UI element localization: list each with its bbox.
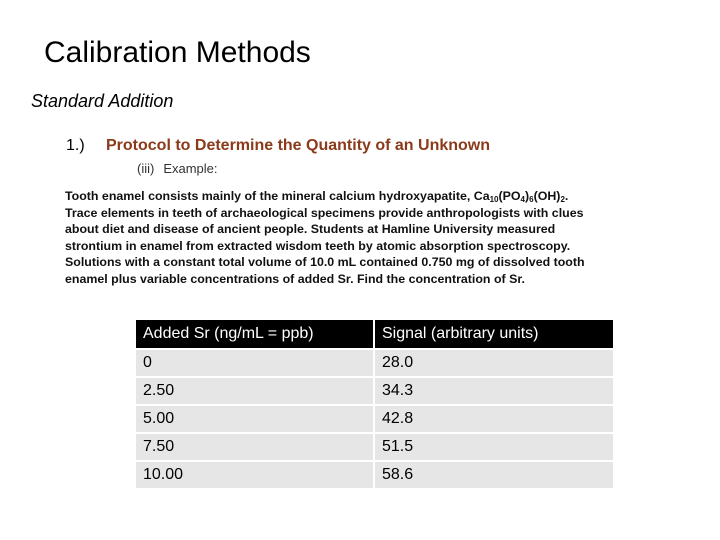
table-row: 7.50 51.5 xyxy=(134,432,615,462)
table-cell: 28.0 xyxy=(373,348,615,378)
column-header-added-sr: Added Sr (ng/mL = ppb) xyxy=(134,318,375,350)
text-run: . xyxy=(564,189,569,203)
subscript: 4 xyxy=(520,195,525,204)
table-cell: 0 xyxy=(134,348,375,378)
paragraph-line-2: Trace elements in teeth of archaeologica… xyxy=(65,205,584,220)
subscript: 6 xyxy=(529,195,534,204)
table-cell: 34.3 xyxy=(373,376,615,406)
text-run: (OH) xyxy=(533,189,561,203)
table-cell: 58.6 xyxy=(373,460,615,490)
table-row: 5.00 42.8 xyxy=(134,404,615,434)
paragraph-line-6: enamel plus variable concentrations of a… xyxy=(65,271,525,286)
table-cell: 51.5 xyxy=(373,432,615,462)
sub-item-number: (iii) xyxy=(137,161,155,176)
slide-subtitle: Standard Addition xyxy=(31,91,174,111)
table-cell: 42.8 xyxy=(373,404,615,434)
item-number: 1.) xyxy=(66,137,85,154)
subscript: 2 xyxy=(560,195,565,204)
table-cell: 2.50 xyxy=(134,376,375,406)
sub-item-label: Example: xyxy=(163,161,218,176)
data-table: Added Sr (ng/mL = ppb) Signal (arbitrary… xyxy=(134,318,615,490)
column-header-signal: Signal (arbitrary units) xyxy=(373,318,615,350)
subscript: 10 xyxy=(489,195,499,204)
text-run: (PO xyxy=(498,189,521,203)
table-header-row: Added Sr (ng/mL = ppb) Signal (arbitrary… xyxy=(134,318,615,350)
text-run: Tooth enamel consists mainly of the mine… xyxy=(65,189,490,203)
slide-title: Calibration Methods xyxy=(44,36,311,69)
table-cell: 10.00 xyxy=(134,460,375,490)
table-cell: 7.50 xyxy=(134,432,375,462)
example-paragraph: Tooth enamel consists mainly of the mine… xyxy=(65,188,665,288)
table-row: 2.50 34.3 xyxy=(134,376,615,406)
table-cell: 5.00 xyxy=(134,404,375,434)
text-run: ) xyxy=(525,189,530,203)
table-row: 10.00 58.6 xyxy=(134,460,615,490)
paragraph-line-4: strontium in enamel from extracted wisdo… xyxy=(65,238,571,253)
table-row: 0 28.0 xyxy=(134,348,615,378)
item-heading: Protocol to Determine the Quantity of an… xyxy=(106,137,491,154)
paragraph-line-1: Tooth enamel consists mainly of the mine… xyxy=(65,188,665,205)
sub-item: (iii) Example: xyxy=(137,161,218,176)
paragraph-line-5: Solutions with a constant total volume o… xyxy=(65,255,585,270)
paragraph-line-3: about diet and disease of ancient people… xyxy=(65,222,556,237)
